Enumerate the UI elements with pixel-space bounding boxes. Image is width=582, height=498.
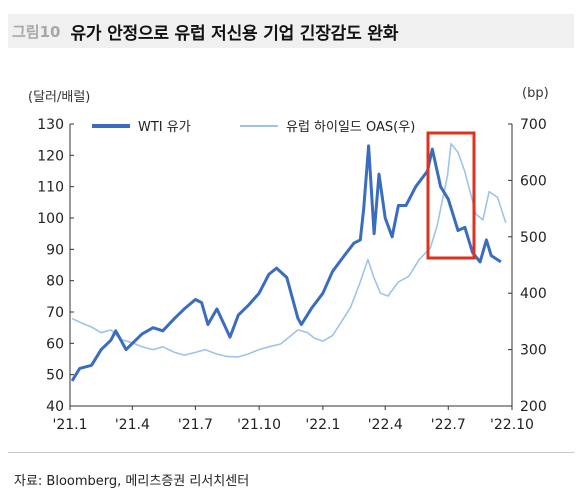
x-tick-label: '22.7: [431, 417, 466, 433]
series-line-eu-hy-oas: [71, 142, 507, 358]
left-tick-label: 120: [37, 148, 64, 164]
highlight-box: [426, 131, 476, 260]
x-tick-label: '21.7: [178, 417, 213, 433]
line-chart: 40 50 60 70 80 90 100 110 120 130 200 300 400 500 600 7…: [37, 117, 547, 433]
x-tick-label: '22.4: [368, 417, 403, 433]
left-tick-label: 60: [46, 336, 64, 352]
left-tick-label: 110: [37, 180, 64, 196]
x-tick-label: '21.4: [115, 417, 150, 433]
series-line-wti: [70, 144, 502, 382]
right-tick-label: 600: [520, 173, 547, 189]
right-tick-label: 400: [520, 286, 547, 302]
right-tick-label: 200: [520, 399, 547, 415]
figure-number: 그림10: [12, 22, 61, 41]
right-axis-unit: (bp): [522, 86, 549, 101]
x-tick-label: '21.1: [52, 417, 87, 433]
legend-label-wti: WTI 유가: [138, 120, 191, 135]
right-tick-label: 300: [520, 343, 547, 359]
left-tick-label: 40: [46, 399, 64, 415]
legend-label-oas: 유럽 하이일드 OAS(우): [286, 120, 415, 135]
left-tick-label: 130: [37, 117, 64, 133]
x-tick-label: '22.1: [305, 417, 340, 433]
left-tick-label: 100: [37, 211, 64, 227]
x-tick-label: '21.10: [237, 417, 281, 433]
figure-title-bar: 그림10 유가 안정으로 유럽 저신용 기업 긴장감도 완화: [8, 14, 574, 48]
footer-divider: [8, 452, 574, 453]
left-tick-label: 50: [46, 368, 64, 384]
source-note: 자료: Bloomberg, 메리츠증권 리서치센터: [14, 474, 250, 489]
left-tick-label: 80: [46, 274, 64, 290]
right-tick-label: 500: [520, 230, 547, 246]
left-tick-label: 70: [46, 305, 64, 321]
left-tick-label: 90: [46, 242, 64, 258]
figure-title: 유가 안정으로 유럽 저신용 기업 긴장감도 완화: [70, 23, 399, 44]
right-tick-label: 700: [520, 117, 547, 133]
x-tick-label: '22.10: [490, 417, 534, 433]
left-axis-unit: (달러/배럴): [28, 90, 91, 105]
